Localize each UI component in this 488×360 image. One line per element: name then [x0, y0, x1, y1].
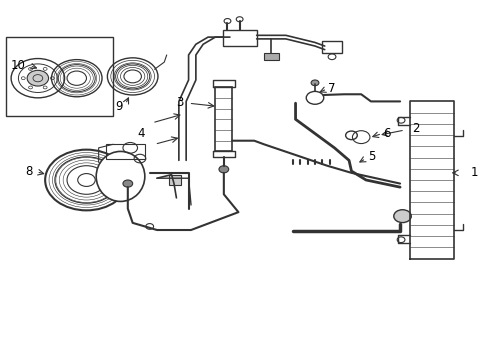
Text: 9: 9	[115, 100, 122, 113]
Text: 7: 7	[327, 82, 335, 95]
Bar	[222, 30, 256, 46]
Bar	[215, 87, 232, 152]
Circle shape	[393, 210, 410, 222]
Bar	[106, 144, 144, 158]
Text: 3: 3	[176, 96, 183, 109]
Text: 10: 10	[11, 59, 26, 72]
Text: 1: 1	[469, 166, 477, 179]
Bar	[322, 41, 341, 53]
Bar	[6, 37, 113, 116]
Bar	[264, 53, 278, 60]
Circle shape	[310, 80, 318, 86]
Circle shape	[122, 180, 132, 187]
Text: 4: 4	[137, 127, 144, 140]
Text: 6: 6	[382, 127, 390, 140]
Bar	[169, 175, 181, 185]
Text: 2: 2	[411, 122, 419, 135]
Text: 8: 8	[25, 165, 33, 177]
Text: 5: 5	[368, 150, 375, 163]
Circle shape	[27, 70, 48, 86]
Ellipse shape	[96, 152, 144, 202]
Circle shape	[219, 166, 228, 173]
